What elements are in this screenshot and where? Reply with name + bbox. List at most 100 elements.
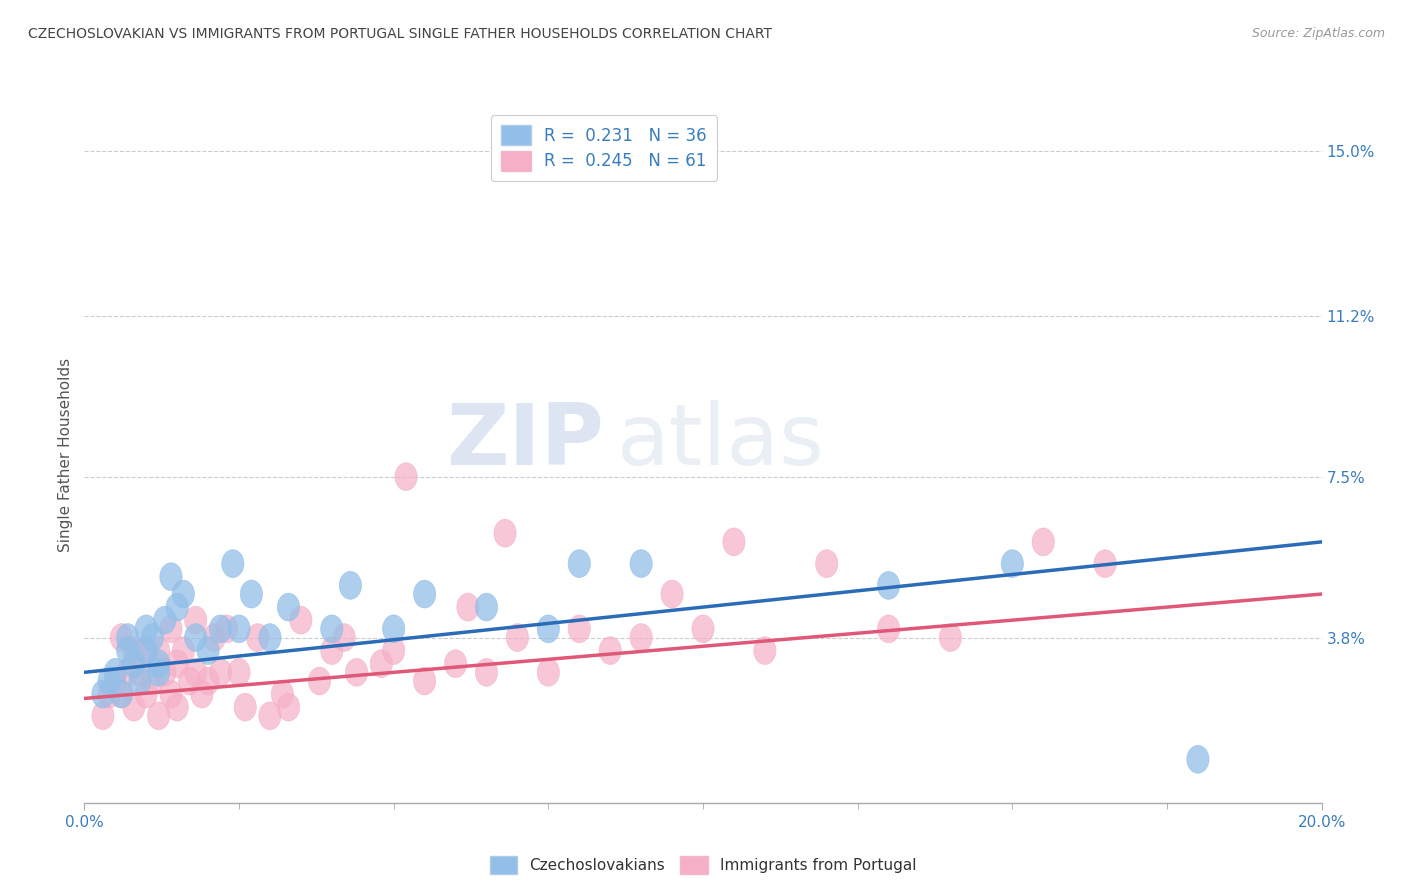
Ellipse shape bbox=[153, 658, 176, 686]
Ellipse shape bbox=[506, 624, 529, 651]
Ellipse shape bbox=[877, 615, 900, 643]
Ellipse shape bbox=[184, 658, 207, 686]
Ellipse shape bbox=[160, 681, 183, 708]
Ellipse shape bbox=[630, 624, 652, 651]
Ellipse shape bbox=[209, 658, 232, 686]
Ellipse shape bbox=[135, 637, 157, 665]
Ellipse shape bbox=[1001, 549, 1024, 577]
Ellipse shape bbox=[723, 528, 745, 556]
Ellipse shape bbox=[277, 593, 299, 621]
Ellipse shape bbox=[457, 593, 479, 621]
Ellipse shape bbox=[160, 615, 183, 643]
Ellipse shape bbox=[135, 681, 157, 708]
Ellipse shape bbox=[222, 549, 245, 577]
Ellipse shape bbox=[166, 649, 188, 678]
Ellipse shape bbox=[122, 637, 145, 665]
Ellipse shape bbox=[129, 667, 152, 695]
Ellipse shape bbox=[228, 658, 250, 686]
Ellipse shape bbox=[117, 624, 139, 651]
Ellipse shape bbox=[141, 667, 163, 695]
Ellipse shape bbox=[91, 702, 114, 730]
Ellipse shape bbox=[1187, 746, 1209, 773]
Text: Source: ZipAtlas.com: Source: ZipAtlas.com bbox=[1251, 27, 1385, 40]
Ellipse shape bbox=[692, 615, 714, 643]
Ellipse shape bbox=[277, 693, 299, 721]
Ellipse shape bbox=[148, 658, 170, 686]
Ellipse shape bbox=[110, 681, 132, 708]
Ellipse shape bbox=[117, 637, 139, 665]
Ellipse shape bbox=[568, 615, 591, 643]
Ellipse shape bbox=[110, 624, 132, 651]
Ellipse shape bbox=[444, 649, 467, 678]
Ellipse shape bbox=[233, 693, 256, 721]
Ellipse shape bbox=[290, 607, 312, 634]
Ellipse shape bbox=[197, 667, 219, 695]
Ellipse shape bbox=[333, 624, 356, 651]
Ellipse shape bbox=[91, 681, 114, 708]
Ellipse shape bbox=[321, 637, 343, 665]
Ellipse shape bbox=[104, 667, 127, 695]
Ellipse shape bbox=[104, 658, 127, 686]
Ellipse shape bbox=[413, 667, 436, 695]
Ellipse shape bbox=[599, 637, 621, 665]
Ellipse shape bbox=[110, 681, 132, 708]
Ellipse shape bbox=[259, 702, 281, 730]
Ellipse shape bbox=[537, 615, 560, 643]
Ellipse shape bbox=[395, 463, 418, 491]
Ellipse shape bbox=[122, 693, 145, 721]
Ellipse shape bbox=[346, 658, 368, 686]
Ellipse shape bbox=[382, 615, 405, 643]
Ellipse shape bbox=[197, 637, 219, 665]
Ellipse shape bbox=[568, 549, 591, 577]
Ellipse shape bbox=[370, 649, 392, 678]
Ellipse shape bbox=[228, 615, 250, 643]
Ellipse shape bbox=[160, 563, 183, 591]
Text: atlas: atlas bbox=[616, 400, 824, 483]
Ellipse shape bbox=[630, 549, 652, 577]
Ellipse shape bbox=[135, 637, 157, 665]
Ellipse shape bbox=[148, 637, 170, 665]
Ellipse shape bbox=[191, 681, 214, 708]
Ellipse shape bbox=[122, 649, 145, 678]
Ellipse shape bbox=[475, 593, 498, 621]
Ellipse shape bbox=[184, 624, 207, 651]
Ellipse shape bbox=[153, 607, 176, 634]
Ellipse shape bbox=[413, 580, 436, 608]
Ellipse shape bbox=[271, 681, 294, 708]
Y-axis label: Single Father Households: Single Father Households bbox=[58, 358, 73, 552]
Ellipse shape bbox=[117, 658, 139, 686]
Ellipse shape bbox=[215, 615, 238, 643]
Ellipse shape bbox=[209, 615, 232, 643]
Text: ZIP: ZIP bbox=[446, 400, 605, 483]
Ellipse shape bbox=[259, 624, 281, 651]
Ellipse shape bbox=[184, 607, 207, 634]
Ellipse shape bbox=[661, 580, 683, 608]
Ellipse shape bbox=[240, 580, 263, 608]
Ellipse shape bbox=[382, 637, 405, 665]
Ellipse shape bbox=[141, 624, 163, 651]
Ellipse shape bbox=[129, 658, 152, 686]
Ellipse shape bbox=[179, 667, 201, 695]
Ellipse shape bbox=[754, 637, 776, 665]
Ellipse shape bbox=[939, 624, 962, 651]
Ellipse shape bbox=[135, 615, 157, 643]
Ellipse shape bbox=[537, 658, 560, 686]
Ellipse shape bbox=[202, 624, 225, 651]
Ellipse shape bbox=[166, 593, 188, 621]
Legend: R =  0.231   N = 36, R =  0.245   N = 61: R = 0.231 N = 36, R = 0.245 N = 61 bbox=[491, 115, 717, 180]
Ellipse shape bbox=[172, 580, 194, 608]
Ellipse shape bbox=[148, 702, 170, 730]
Ellipse shape bbox=[98, 667, 121, 695]
Ellipse shape bbox=[148, 649, 170, 678]
Ellipse shape bbox=[475, 658, 498, 686]
Ellipse shape bbox=[1094, 549, 1116, 577]
Ellipse shape bbox=[308, 667, 330, 695]
Legend: Czechoslovakians, Immigrants from Portugal: Czechoslovakians, Immigrants from Portug… bbox=[484, 850, 922, 880]
Ellipse shape bbox=[246, 624, 269, 651]
Ellipse shape bbox=[1032, 528, 1054, 556]
Text: CZECHOSLOVAKIAN VS IMMIGRANTS FROM PORTUGAL SINGLE FATHER HOUSEHOLDS CORRELATION: CZECHOSLOVAKIAN VS IMMIGRANTS FROM PORTU… bbox=[28, 27, 772, 41]
Ellipse shape bbox=[166, 693, 188, 721]
Ellipse shape bbox=[339, 572, 361, 599]
Ellipse shape bbox=[877, 572, 900, 599]
Ellipse shape bbox=[98, 681, 121, 708]
